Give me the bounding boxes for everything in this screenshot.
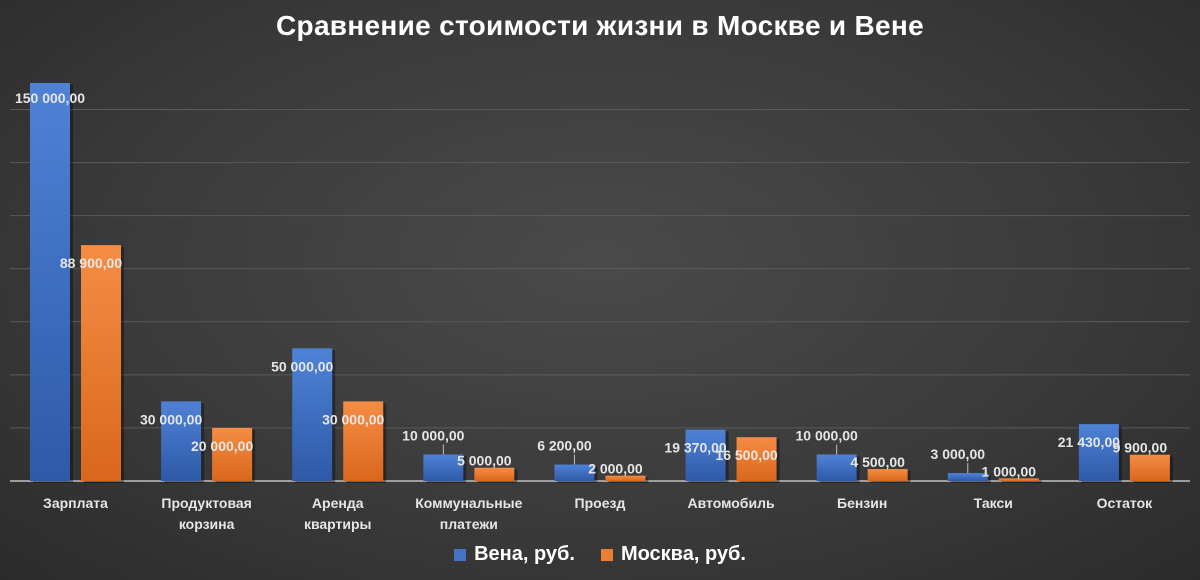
chart-title: Сравнение стоимости жизни в Москве и Вен…	[276, 10, 924, 41]
bar-moscow-0	[81, 245, 121, 481]
bar-label-vienna-6: 10 000,00	[796, 427, 858, 443]
bar-label-moscow-6: 4 500,00	[850, 454, 905, 470]
bar-moscow-6	[867, 469, 908, 481]
bar-vienna-3	[423, 454, 464, 481]
bar-label-moscow-3: 5 000,00	[457, 453, 512, 469]
bar-label-vienna-8: 21 430,00	[1058, 434, 1120, 450]
bar-vienna-7	[947, 473, 988, 481]
bar-label-vienna-5: 19 370,00	[664, 440, 726, 456]
bar-moscow-4	[605, 475, 646, 481]
bar-label-vienna-4: 6 200,00	[537, 438, 592, 454]
bar-label-moscow-2: 30 000,00	[322, 411, 384, 427]
bar-label-moscow-7: 1 000,00	[982, 463, 1037, 479]
category-label-7: Такси	[974, 495, 1013, 511]
category-label-8: Остаток	[1097, 495, 1154, 511]
bar-label-moscow-0: 88 900,00	[60, 255, 122, 271]
bar-vienna-1	[161, 401, 202, 481]
bar-label-vienna-3: 10 000,00	[402, 427, 464, 443]
legend-item-vienna: Вена, руб.	[454, 543, 575, 566]
legend: Вена, руб. Москва, руб.	[0, 543, 1200, 566]
gridlines	[10, 109, 1190, 429]
bar-moscow-3	[474, 467, 515, 481]
bar-vienna-5	[685, 429, 726, 481]
bar-label-moscow-8: 9 900,00	[1113, 440, 1168, 456]
category-label-0: Зарплата	[43, 495, 108, 511]
bar-label-moscow-4: 2 000,00	[588, 461, 643, 477]
legend-swatch-moscow	[600, 548, 613, 561]
bar-label-moscow-1: 20 000,00	[191, 438, 253, 454]
category-label-3: Коммунальные платежи	[415, 495, 522, 532]
bar-moscow-8	[1129, 454, 1170, 481]
bar-label-vienna-0: 150 000,00	[15, 90, 85, 106]
bar-vienna-6	[816, 454, 857, 481]
category-label-4: Проезд	[575, 495, 626, 511]
bar-label-moscow-5: 16 500,00	[715, 447, 777, 463]
bar-moscow-7	[998, 478, 1039, 481]
legend-label-vienna: Вена, руб.	[474, 543, 575, 565]
category-label-6: Бензин	[837, 495, 887, 511]
bar-label-vienna-7: 3 000,00	[931, 446, 986, 462]
legend-swatch-vienna	[454, 548, 467, 561]
bar-vienna-4	[554, 464, 595, 481]
bar-label-vienna-2: 50 000,00	[271, 358, 333, 374]
category-label-5: Автомобиль	[688, 495, 775, 511]
bar-label-vienna-1: 30 000,00	[140, 411, 202, 427]
category-label-1: Продуктовая корзина	[161, 495, 251, 532]
bar-moscow-1	[212, 427, 253, 481]
bar-vienna-0	[30, 83, 70, 481]
legend-item-moscow: Москва, руб.	[600, 543, 746, 566]
bar-shadow	[1001, 480, 1042, 483]
bar-vienna-8	[1078, 424, 1119, 481]
bar-moscow-2	[343, 401, 384, 481]
legend-label-moscow: Москва, руб.	[620, 543, 746, 565]
bar-moscow-5	[736, 437, 777, 481]
bar-vienna-2	[292, 348, 333, 481]
category-label-2: Аренда квартиры	[304, 495, 372, 532]
